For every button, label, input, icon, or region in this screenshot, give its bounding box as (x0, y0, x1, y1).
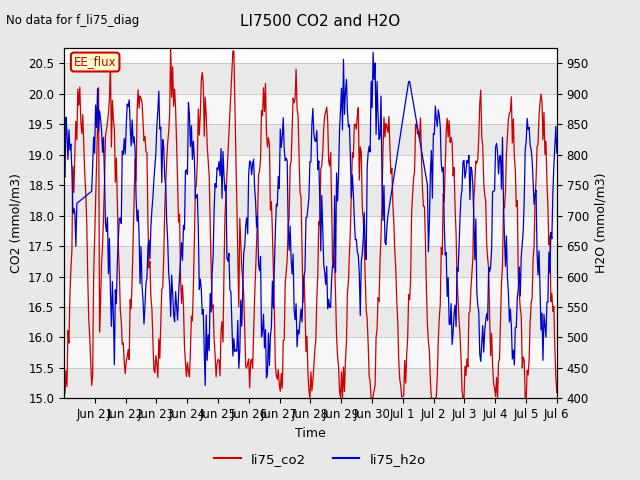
Legend: li75_co2, li75_h2o: li75_co2, li75_h2o (209, 447, 431, 471)
Y-axis label: H2O (mmol/m3): H2O (mmol/m3) (595, 173, 607, 274)
Bar (64, 216, 557, 246)
Bar (64, 155, 557, 185)
Bar (64, 124, 557, 155)
Bar (64, 246, 557, 276)
X-axis label: Time: Time (295, 427, 326, 440)
Bar (64, 368, 557, 398)
Bar (64, 63, 557, 94)
Text: EE_flux: EE_flux (74, 56, 116, 69)
Bar (64, 185, 557, 216)
Text: No data for f_li75_diag: No data for f_li75_diag (6, 14, 140, 27)
Text: LI7500 CO2 and H2O: LI7500 CO2 and H2O (240, 14, 400, 29)
Bar (64, 94, 557, 124)
Y-axis label: CO2 (mmol/m3): CO2 (mmol/m3) (10, 173, 22, 273)
Bar (64, 337, 557, 368)
Bar (64, 307, 557, 337)
Bar (64, 276, 557, 307)
